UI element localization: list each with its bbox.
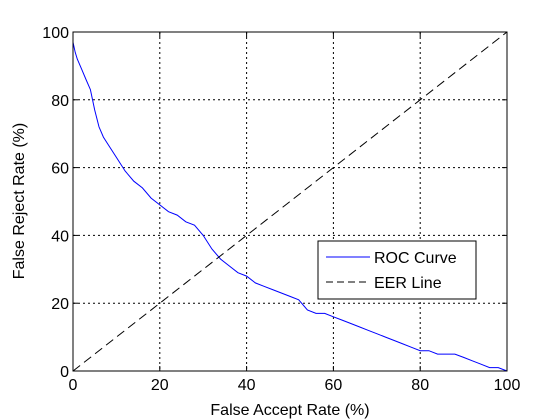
eer-line: [72, 31, 508, 372]
y-tick-label: 0: [60, 364, 69, 381]
x-tick-label: 0: [69, 377, 78, 394]
tick-labels: 0 20 40 60 80 100 0 20 40 60 80 100: [42, 25, 520, 394]
y-tick-label: 40: [51, 228, 69, 245]
x-tick-label: 20: [151, 377, 169, 394]
y-tick-label: 20: [51, 296, 69, 313]
plot-frame: [72, 31, 508, 372]
y-tick-label: 60: [51, 161, 69, 178]
y-axis-label: False Reject Rate (%): [11, 123, 28, 280]
legend-box: [317, 240, 477, 300]
y-tick-label: 80: [51, 93, 69, 110]
roc-curve-line: [72, 42, 508, 372]
series-group: [72, 31, 508, 372]
y-tick-label: 100: [42, 25, 69, 42]
x-tick-label: 60: [325, 377, 343, 394]
ticks: [72, 31, 508, 372]
legend-roc-label: ROC Curve: [374, 250, 457, 267]
legend: ROC Curve EER Line: [317, 240, 477, 300]
grid: [73, 32, 507, 371]
x-tick-label: 80: [411, 377, 429, 394]
x-tick-label: 40: [238, 377, 256, 394]
x-tick-label: 100: [494, 377, 521, 394]
x-axis-label: False Accept Rate (%): [210, 402, 369, 419]
legend-eer-label: EER Line: [374, 275, 442, 292]
